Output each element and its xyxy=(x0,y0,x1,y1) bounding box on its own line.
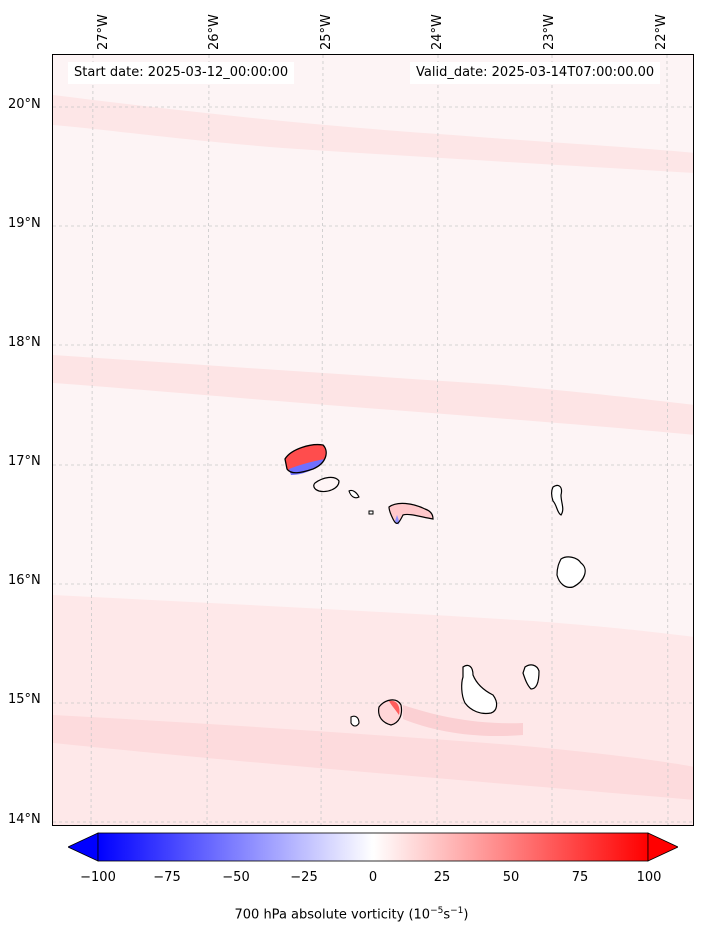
valid-date-label: Valid_date: 2025-03-14T07:00:00.00 xyxy=(410,62,661,84)
island-santiago xyxy=(461,664,498,715)
island-fogo xyxy=(378,699,403,726)
colorbar-tick: −100 xyxy=(80,870,116,885)
lon-label-23w: 23°W xyxy=(542,14,557,50)
vorticity-map xyxy=(53,55,693,825)
colorbar-min-extend xyxy=(68,832,99,862)
island-santo-antao xyxy=(284,443,327,475)
island-branco xyxy=(368,510,374,515)
island-sao-nicolau xyxy=(388,502,434,525)
island-sao-vicente xyxy=(313,476,340,493)
colorbar-label: 700 hPa absolute vorticity (10−5s−1) xyxy=(0,906,703,922)
field-band-mid xyxy=(53,355,693,435)
island-brava xyxy=(350,715,360,727)
colorbar-label-exp1: −5 xyxy=(430,906,444,916)
map-panel xyxy=(52,54,694,826)
lat-label-16n: 16°N xyxy=(8,573,41,588)
lat-label-20n: 20°N xyxy=(8,97,41,112)
colorbar-tick: 75 xyxy=(571,870,589,885)
lon-label-27w: 27°W xyxy=(96,14,111,50)
island-maio xyxy=(522,664,540,690)
colorbar-tick: −25 xyxy=(290,870,318,885)
colorbar xyxy=(68,832,678,862)
field-band-north xyxy=(53,95,693,173)
lon-label-24w: 24°W xyxy=(430,14,445,50)
colorbar-tick: 0 xyxy=(368,870,378,885)
field-streak xyxy=(403,705,523,737)
colorbar-max-extend xyxy=(647,832,678,862)
gridlines xyxy=(53,55,693,825)
lat-label-15n: 15°N xyxy=(8,692,41,707)
field-band-south-strong xyxy=(53,715,693,800)
colorbar-tick: −50 xyxy=(222,870,250,885)
island-sal xyxy=(550,484,564,516)
island-santa-luzia xyxy=(348,489,360,499)
colorbar-label-main: 700 hPa absolute vorticity (10 xyxy=(234,907,431,923)
start-date-label: Start date: 2025-03-12_00:00:00 xyxy=(68,62,295,84)
island-boa-vista xyxy=(556,556,586,588)
colorbar-gradient xyxy=(97,832,649,862)
colorbar-tick: −75 xyxy=(153,870,181,885)
colorbar-label-mid: s xyxy=(443,907,451,923)
lat-label-19n: 19°N xyxy=(8,216,41,231)
colorbar-tick: 100 xyxy=(636,870,662,885)
colorbar-tick: 50 xyxy=(502,870,520,885)
colorbar-label-end: ) xyxy=(463,907,469,923)
lon-label-22w: 22°W xyxy=(654,14,669,50)
lat-label-18n: 18°N xyxy=(8,335,41,350)
colorbar-label-exp2: −1 xyxy=(450,906,464,916)
lon-label-26w: 26°W xyxy=(207,14,222,50)
colorbar-tick: 25 xyxy=(433,870,451,885)
lon-label-25w: 25°W xyxy=(319,14,334,50)
lat-label-14n: 14°N xyxy=(8,812,41,827)
lat-label-17n: 17°N xyxy=(8,454,41,469)
